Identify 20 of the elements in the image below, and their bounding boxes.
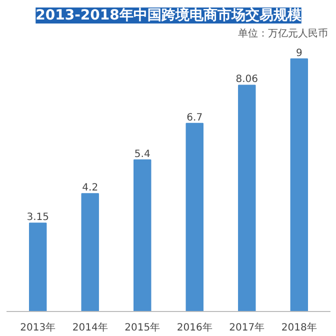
data-label: 3.15 [26, 212, 49, 224]
x-tick-label: 2017年 [229, 322, 265, 334]
bar [28, 222, 47, 312]
x-tick-label: 2018年 [281, 322, 317, 334]
bar [81, 193, 99, 312]
bar [134, 159, 152, 312]
text: 单位：万亿元人民币 [238, 28, 328, 40]
data-label: 5.4 [134, 148, 150, 160]
data-label: 4.2 [82, 182, 98, 194]
x-tick-label: 2013年 [20, 322, 56, 334]
x-tick-label: 2015年 [124, 322, 160, 334]
x-tick-label: 2016年 [176, 322, 212, 334]
bar [186, 122, 204, 312]
x-tick-label: 2014年 [72, 322, 108, 334]
bar [290, 58, 308, 312]
bar [238, 84, 256, 312]
data-label: 8.06 [236, 74, 258, 86]
data-label: 6.7 [186, 112, 203, 124]
chart-title: 2013-2018年中国跨境电商市场交易规模 [36, 6, 302, 24]
data-label: 9 [296, 48, 302, 59]
